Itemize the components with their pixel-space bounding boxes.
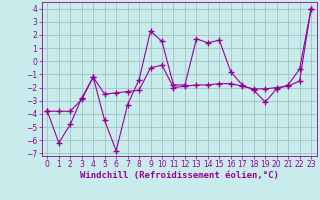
X-axis label: Windchill (Refroidissement éolien,°C): Windchill (Refroidissement éolien,°C)	[80, 171, 279, 180]
